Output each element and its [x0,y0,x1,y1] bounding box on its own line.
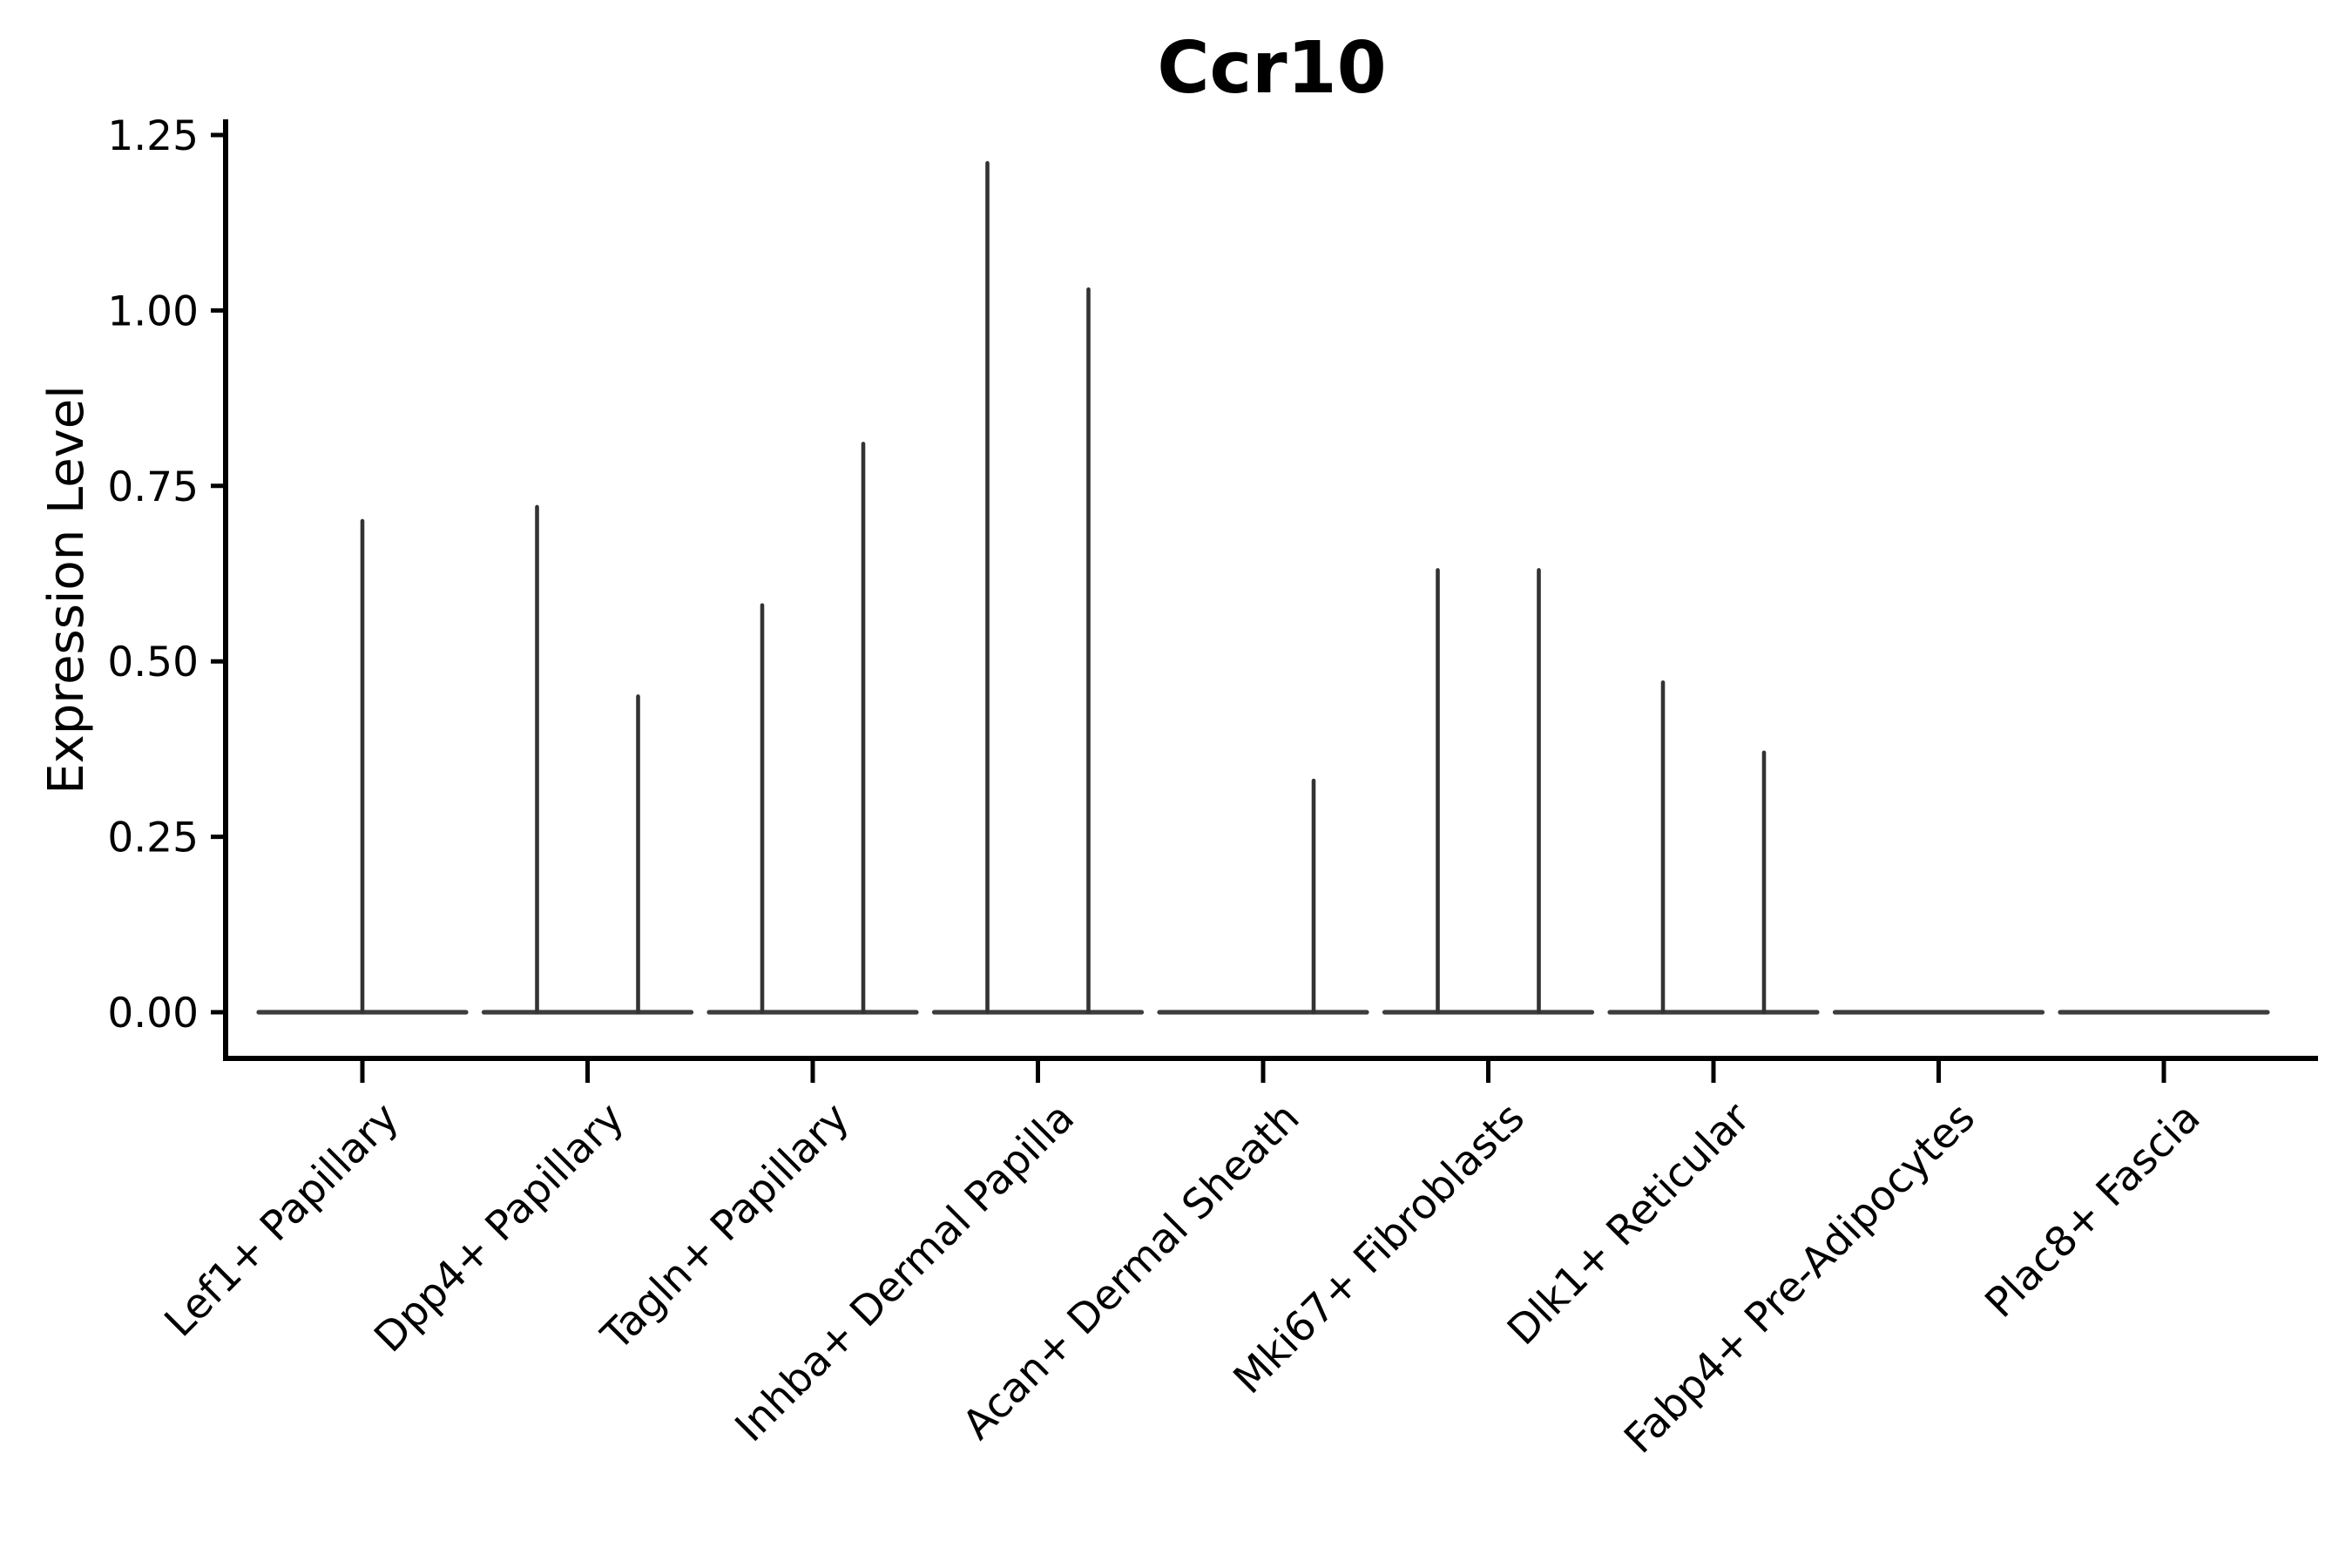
axes-layer [211,119,2318,1083]
x-category-label: Lef1+ Papillary [156,1094,409,1347]
x-category-label: Dlk1+ Reticular [1498,1093,1760,1355]
chart-title: Ccr10 [1157,27,1386,110]
y-tick-label: 0.50 [107,639,199,686]
x-category-label: Dpp4+ Papillary [365,1094,633,1362]
y-axis-label: Expression Level [38,385,95,794]
y-tick-label: 0.75 [107,463,199,511]
y-tick-label: 1.25 [107,112,199,160]
y-tick-label: 0.25 [107,814,199,862]
x-category-label: Tagln+ Papillary [592,1094,859,1361]
violins-layer [256,160,2270,1015]
x-category-label: Plac8+ Fascia [1977,1094,2210,1328]
y-tick-label: 1.00 [107,287,199,335]
y-tick-label: 0.00 [107,990,199,1037]
